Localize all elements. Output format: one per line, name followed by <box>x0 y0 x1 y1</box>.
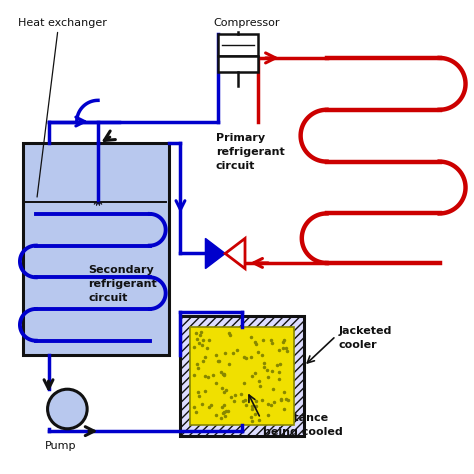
Polygon shape <box>205 238 225 269</box>
Bar <box>218 35 258 56</box>
Bar <box>23 143 169 355</box>
Bar <box>218 56 258 72</box>
Text: Jacketed
cooler: Jacketed cooler <box>338 326 392 350</box>
Bar <box>190 327 293 426</box>
Text: Compressor: Compressor <box>213 18 280 27</box>
Text: Primary
refrigerant
circuit: Primary refrigerant circuit <box>216 133 284 171</box>
Circle shape <box>47 389 87 429</box>
Text: Pump: Pump <box>45 440 77 451</box>
Bar <box>180 316 304 436</box>
Text: Heat exchanger: Heat exchanger <box>18 18 107 27</box>
Text: Secondary
refrigerant
circuit: Secondary refrigerant circuit <box>89 265 157 303</box>
Polygon shape <box>225 238 245 269</box>
Bar <box>23 143 169 355</box>
Text: Substance
being cooled: Substance being cooled <box>263 413 343 438</box>
